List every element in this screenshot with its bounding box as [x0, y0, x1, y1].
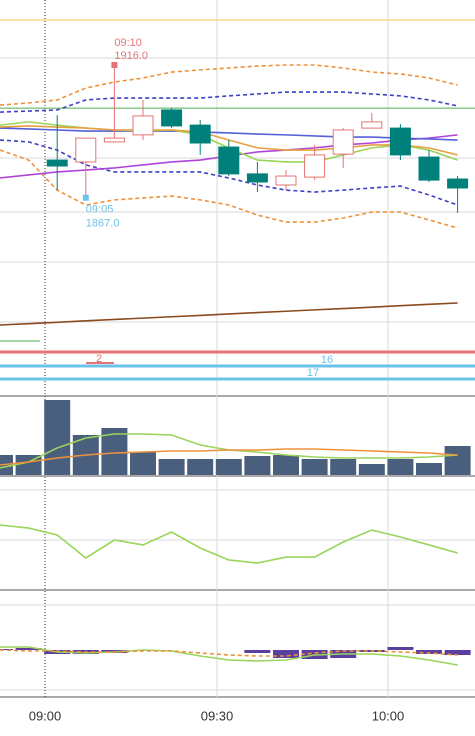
volume-bar [44, 400, 71, 475]
volume-bar [15, 455, 42, 475]
macd-bar [273, 650, 299, 658]
indicator-line [0, 646, 458, 666]
indicator-line [0, 127, 458, 141]
annotation-marker [82, 194, 89, 201]
volume-bar [187, 459, 214, 475]
candle-body [132, 115, 154, 136]
candle-body [418, 156, 440, 181]
macd-bar [0, 649, 13, 650]
volume-bar [215, 459, 242, 475]
candle-body [389, 127, 411, 156]
candle-body [361, 121, 383, 129]
indicator-line [0, 649, 458, 657]
volume-bar [330, 459, 357, 475]
volume-bar [301, 459, 328, 475]
candle-body [75, 137, 97, 163]
annotation-price: 1867.0 [86, 218, 120, 230]
annotation-price: 1916.0 [114, 50, 148, 62]
indicator-line [0, 302, 458, 326]
indicator-line [0, 91, 458, 113]
volume-bar [358, 464, 385, 475]
volume-bar [416, 463, 442, 475]
macd-bar [444, 650, 471, 655]
band-label: 17 [307, 367, 319, 379]
volume-bar [158, 459, 185, 475]
candle-body [161, 109, 183, 127]
indicator-line [0, 524, 458, 564]
candle-body [189, 124, 211, 144]
macd-bar [387, 647, 414, 650]
candle-body [447, 178, 469, 189]
layout [0, 0, 475, 698]
x-tick-label: 09:30 [201, 708, 234, 723]
volume-bar [130, 452, 156, 475]
x-tick-label: 09:00 [29, 708, 62, 723]
annotation-time: 09:10 [114, 37, 142, 49]
candle-body [304, 154, 326, 178]
indicator-line [0, 149, 458, 229]
macd-bar [416, 650, 442, 654]
band-label: 2 [96, 353, 102, 365]
macd-bar [244, 650, 271, 653]
volume-bar [273, 455, 299, 475]
volume-bar [444, 446, 471, 475]
candle-body [103, 137, 125, 143]
candle-body [332, 129, 354, 155]
annotation-marker [111, 62, 118, 68]
annotation-time: 09:05 [86, 204, 114, 216]
candle-body [275, 175, 297, 186]
band-label: 16 [321, 354, 333, 366]
band-tag [86, 362, 114, 364]
macd-bar [15, 648, 42, 650]
candle-body [246, 173, 268, 183]
indicator-line [0, 64, 458, 106]
candle-body [46, 159, 68, 167]
x-tick-label: 10:00 [372, 708, 405, 723]
candle-body [218, 146, 240, 175]
volume-bar [244, 456, 271, 475]
indicator-line [0, 448, 458, 466]
volume-bar [387, 459, 414, 475]
